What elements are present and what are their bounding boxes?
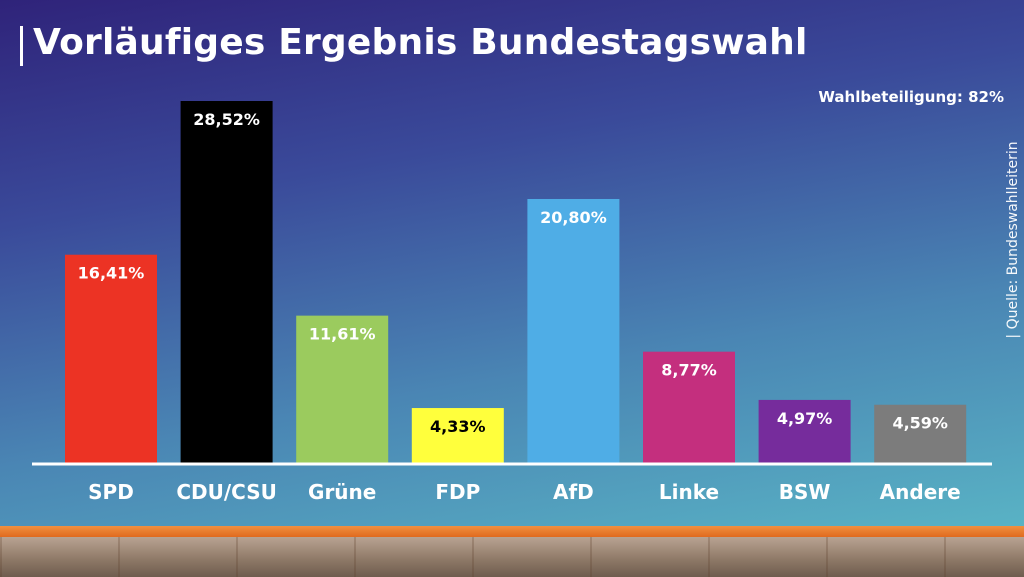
category-label-afd: AfD <box>553 480 594 504</box>
value-label-spd: 16,41% <box>78 264 145 283</box>
orange-stripe <box>0 526 1024 537</box>
bar-fdp <box>411 408 504 463</box>
category-label-bsw: BSW <box>779 480 831 504</box>
value-label-fdp: 4,33% <box>430 417 486 436</box>
bar-andere <box>874 404 967 463</box>
value-label-afd: 20,80% <box>540 208 607 227</box>
chart-title: Vorläufiges Ergebnis Bundestagswahl <box>33 22 808 63</box>
value-label-bsw: 4,97% <box>777 409 833 428</box>
category-label-fdp: FDP <box>435 480 480 504</box>
wooden-floor <box>0 537 1024 577</box>
category-label-cdu-csu: CDU/CSU <box>176 480 277 504</box>
category-label-andere: Andere <box>880 480 961 504</box>
bar-linke <box>643 351 735 463</box>
category-label-linke: Linke <box>659 480 719 504</box>
value-label-cdu-csu: 28,52% <box>193 110 260 129</box>
value-label-andere: 4,59% <box>892 414 948 433</box>
value-label-gr-ne: 11,61% <box>309 325 376 344</box>
category-label-spd: SPD <box>88 480 134 504</box>
category-label-gr-ne: Grüne <box>308 480 376 504</box>
turnout-label: Wahlbeteiligung: 82% <box>818 88 1004 106</box>
bar-afd <box>527 198 620 464</box>
bar-bsw <box>758 399 851 463</box>
bar-spd <box>65 254 157 463</box>
bar-cdu-csu <box>180 101 273 463</box>
bar-gr-ne <box>296 315 389 463</box>
title-accent-bar <box>20 26 23 66</box>
value-label-linke: 8,77% <box>661 361 717 380</box>
